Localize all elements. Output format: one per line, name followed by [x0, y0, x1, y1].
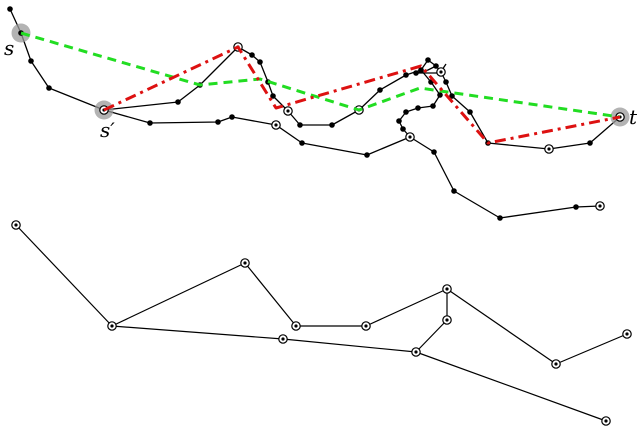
red-dashdot-path [103, 45, 621, 145]
graph-node [215, 119, 221, 125]
graph-node [7, 6, 13, 12]
green-dashed-path [20, 31, 621, 119]
graph-node [431, 149, 437, 155]
graph-node-center [14, 223, 18, 227]
lower-edge [15, 224, 113, 327]
graph-node-center [408, 135, 412, 139]
label-t: t [629, 105, 638, 129]
lower-edge [111, 325, 284, 340]
graph-node [443, 79, 449, 85]
graph-node-center [243, 261, 247, 265]
graph-node [299, 140, 305, 146]
graph-node-center [110, 324, 114, 328]
graph-node [449, 93, 455, 99]
graph-node [573, 204, 579, 210]
graph-node [467, 109, 473, 115]
graph-node [497, 215, 503, 221]
graph-node-center [445, 318, 449, 322]
node-labels: s s′ t [4, 36, 638, 142]
label-s-prime: s′ [100, 118, 115, 142]
graph-node-center [554, 362, 558, 366]
graph-node [257, 59, 263, 65]
graph-node [46, 85, 52, 91]
graph-node-center [598, 204, 602, 208]
graph-node [229, 114, 235, 120]
graph-node-center [445, 287, 449, 291]
graph-node [396, 118, 402, 124]
graph-node-center [414, 350, 418, 354]
graph-node [403, 109, 409, 115]
graph-node [364, 152, 370, 158]
lower-edge [111, 262, 246, 327]
graph-node [437, 92, 443, 98]
lower-edge [415, 319, 448, 353]
lower-edge [555, 333, 628, 365]
graph-node [587, 140, 593, 146]
graph-node [329, 122, 335, 128]
graph-node [28, 58, 34, 64]
graph-node [377, 87, 383, 93]
graph-node [415, 105, 421, 111]
graph-node-center [625, 332, 629, 336]
graph-node [425, 57, 431, 63]
lower-edge [415, 351, 607, 422]
lower-edge [282, 338, 417, 353]
lower-edge [446, 288, 557, 365]
graph-node [175, 99, 181, 105]
graph-node-center [274, 123, 278, 127]
graph-node [400, 126, 406, 132]
graph-node [430, 103, 436, 109]
lower-edge [365, 288, 448, 327]
graph-node [418, 67, 424, 73]
graph-node [403, 72, 409, 78]
lower-edge [244, 262, 297, 327]
graph-node [270, 93, 276, 99]
graph-node-center [294, 324, 298, 328]
upper-graph [7, 6, 630, 221]
graph-node [433, 63, 439, 69]
graph-node-center [439, 70, 443, 74]
graph-node [297, 122, 303, 128]
graph-node-center [281, 337, 285, 341]
graph-node-center [364, 324, 368, 328]
graph-node-center [286, 109, 290, 113]
graph-node [413, 70, 419, 76]
graph-node-center [547, 147, 551, 151]
graph-node [147, 120, 153, 126]
graph-node [451, 188, 457, 194]
lower-graph [11, 220, 632, 426]
highlighted-paths [20, 31, 621, 145]
label-s: s [4, 36, 14, 60]
graph-node [249, 52, 255, 58]
graph-node-center [604, 419, 608, 423]
